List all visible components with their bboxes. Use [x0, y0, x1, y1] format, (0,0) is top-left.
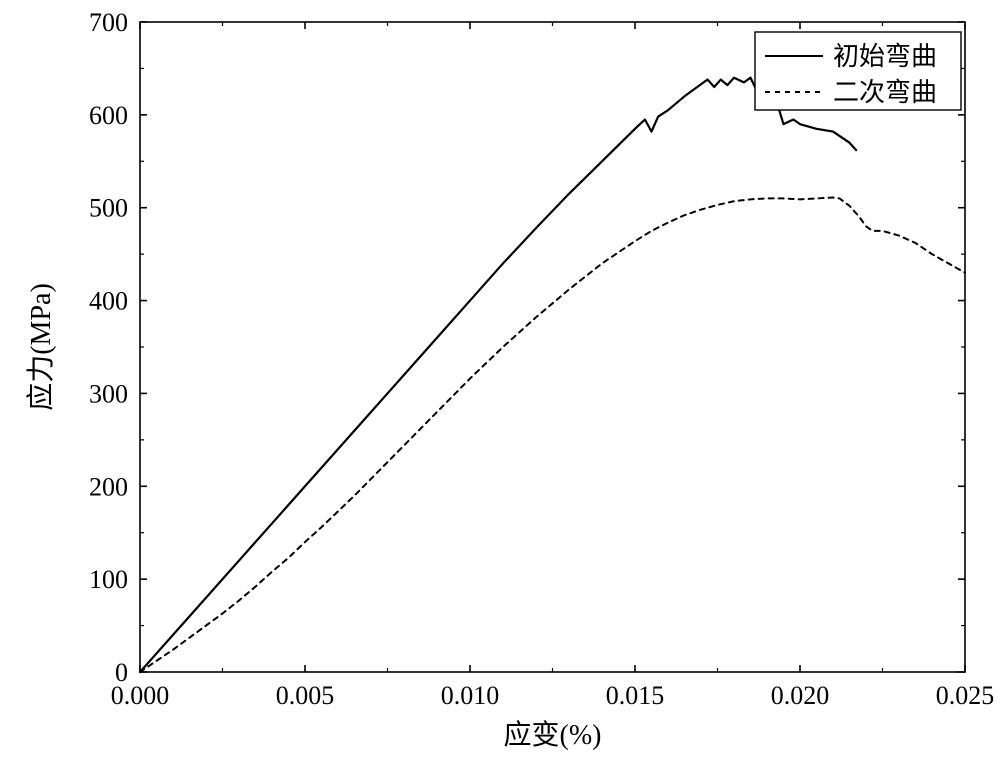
svg-text:初始弯曲: 初始弯曲: [833, 42, 937, 71]
chart-svg: 0.0000.0050.0100.0150.0200.0250100200300…: [0, 0, 1000, 762]
svg-text:300: 300: [89, 379, 128, 408]
svg-text:0.020: 0.020: [771, 681, 830, 710]
svg-text:0.025: 0.025: [936, 681, 995, 710]
svg-text:400: 400: [89, 287, 128, 316]
svg-text:200: 200: [89, 472, 128, 501]
svg-text:二次弯曲: 二次弯曲: [833, 78, 937, 107]
svg-text:500: 500: [89, 194, 128, 223]
svg-text:100: 100: [89, 565, 128, 594]
svg-text:700: 700: [89, 8, 128, 37]
svg-text:应变(%): 应变(%): [504, 719, 602, 751]
svg-text:应力(MPa): 应力(MPa): [25, 283, 57, 411]
svg-text:0: 0: [115, 658, 128, 687]
svg-text:600: 600: [89, 101, 128, 130]
stress-strain-chart: 0.0000.0050.0100.0150.0200.0250100200300…: [0, 0, 1000, 762]
svg-text:0.005: 0.005: [276, 681, 335, 710]
svg-text:0.015: 0.015: [606, 681, 665, 710]
svg-text:0.010: 0.010: [441, 681, 500, 710]
